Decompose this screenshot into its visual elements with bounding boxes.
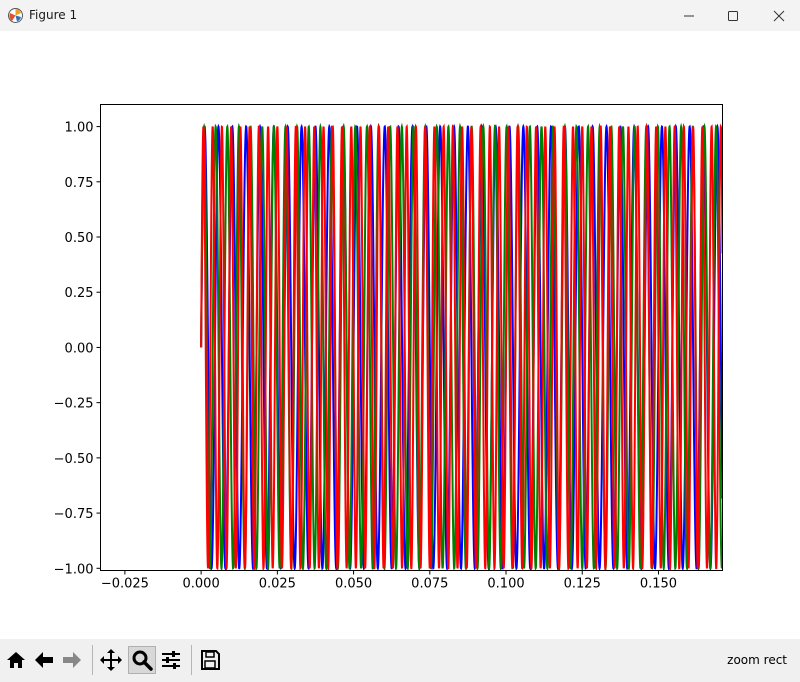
configure-subplots-icon [162, 651, 180, 669]
plot-lines [200, 122, 723, 571]
pan-icon [100, 649, 122, 671]
chart: −0.025 0.000 0.025 0.050 0.075 0.100 0.125 0.15… [54, 104, 723, 592]
x-tick-label: −0.025 [101, 577, 149, 592]
x-tick-label: 0.125 [564, 577, 601, 592]
toolbar-separator [92, 645, 93, 675]
configure-subplots-button[interactable] [157, 646, 185, 674]
x-tick-label: 0.100 [487, 577, 524, 592]
forward-icon [63, 652, 81, 668]
axes-frame [100, 104, 723, 571]
y-tick-label: −0.25 [54, 397, 94, 412]
maximize-button[interactable] [710, 0, 756, 31]
zoom-icon [132, 650, 153, 671]
y-tick-label: 0.25 [65, 286, 94, 301]
close-icon [773, 10, 785, 21]
x-tick-label: 0.150 [640, 577, 677, 592]
navigation-toolbar: zoom rect [0, 639, 800, 682]
toolbar-separator [191, 645, 192, 675]
window-title: Figure 1 [29, 8, 78, 22]
back-button[interactable] [30, 646, 58, 674]
y-tick-label: 1.00 [65, 121, 94, 136]
y-tick-label: 0.00 [65, 341, 94, 356]
y-tick-label: −0.50 [54, 452, 94, 467]
maximize-icon [728, 10, 738, 21]
figure-canvas[interactable]: −0.025 0.000 0.025 0.050 0.075 0.100 0.125 0.15… [0, 31, 800, 639]
minimize-icon [684, 15, 694, 16]
pan-button[interactable] [97, 646, 125, 674]
title-bar: Figure 1 [0, 0, 800, 31]
forward-button[interactable] [58, 646, 86, 674]
y-tick-label: −1.00 [54, 562, 94, 577]
x-axis: −0.025 0.000 0.025 0.050 0.075 0.100 0.125 0.15… [101, 570, 677, 592]
x-tick-label: 0.075 [411, 577, 448, 592]
series-line-3 [200, 122, 723, 571]
save-icon [201, 650, 220, 670]
status-message: zoom rect [727, 653, 787, 667]
y-tick-label: 0.75 [65, 176, 94, 191]
back-icon [35, 652, 53, 668]
x-tick-label: 0.000 [183, 577, 220, 592]
zoom-button[interactable] [128, 646, 156, 674]
close-button[interactable] [756, 0, 800, 31]
y-axis: 1.00 0.75 0.50 0.25 0.00 −0.25 −0.50 −0.75 −1.00 [54, 121, 101, 577]
minimize-button[interactable] [666, 0, 712, 31]
home-button[interactable] [2, 646, 30, 674]
y-tick-label: 0.50 [65, 231, 94, 246]
home-icon [7, 652, 25, 668]
y-tick-label: −0.75 [54, 507, 94, 522]
save-button[interactable] [196, 646, 224, 674]
x-tick-label: 0.050 [335, 577, 372, 592]
matplotlib-app-icon [8, 8, 23, 23]
x-tick-label: 0.025 [259, 577, 296, 592]
